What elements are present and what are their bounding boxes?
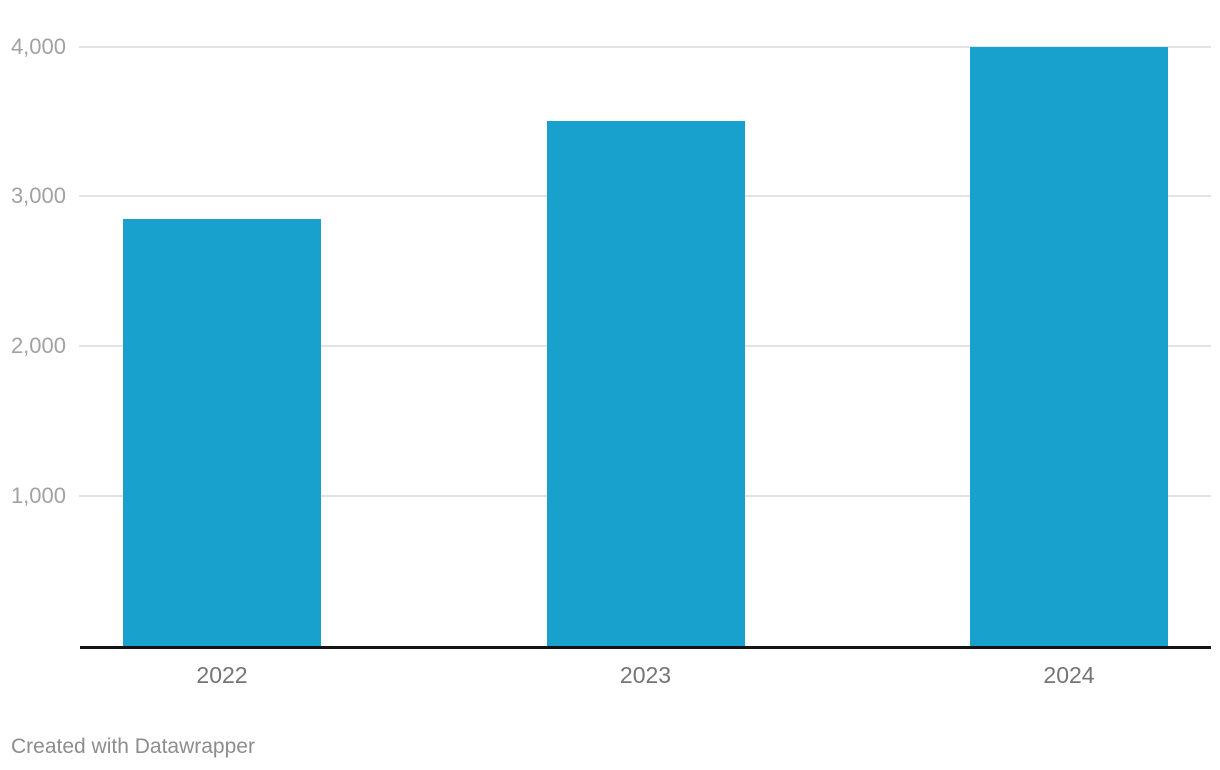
gridline-4000 [79,45,1211,48]
x-label-2024: 2024 [1043,662,1095,688]
x-label-2023: 2023 [619,662,672,688]
bar-2023[interactable] [546,121,745,646]
x-label-2022: 2022 [196,662,248,688]
x-axis-line [80,646,1211,649]
y-tick-label-3000: 3,000 [10,183,66,209]
y-tick-label-1000: 1,000 [10,483,66,509]
attribution-text: Created with Datawrapper [11,735,255,758]
y-tick-label-2000: 2,000 [10,333,66,359]
y-tick-label-4000: 4,000 [10,33,66,59]
bar-2024[interactable] [970,46,1168,646]
bar-2022[interactable] [123,218,321,646]
